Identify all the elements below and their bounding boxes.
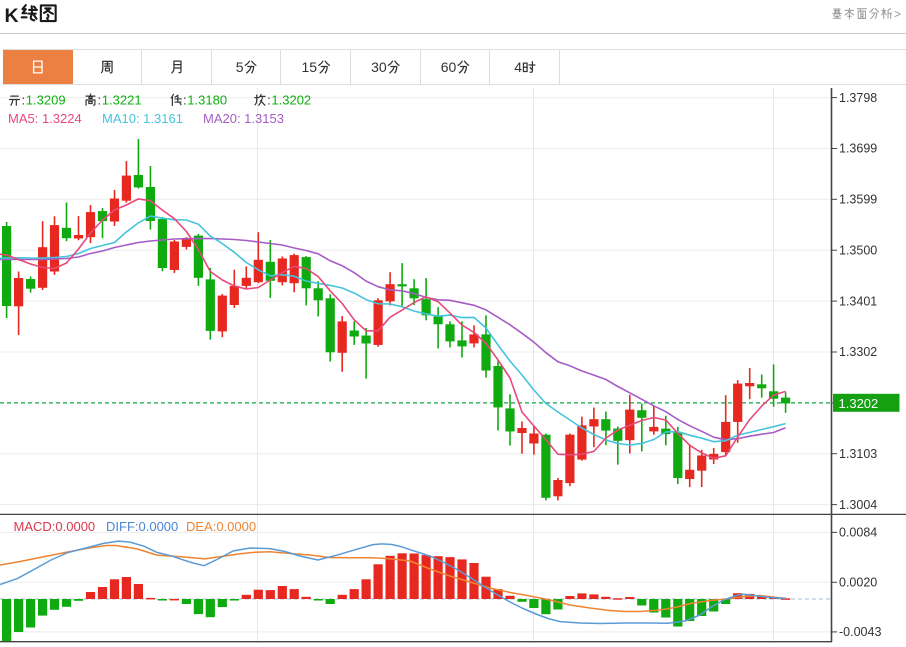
svg-text:1.3180: 1.3180 bbox=[187, 92, 227, 107]
svg-text::: : bbox=[22, 92, 26, 107]
svg-text:1.3103: 1.3103 bbox=[839, 447, 877, 461]
svg-text:1.3699: 1.3699 bbox=[839, 142, 877, 156]
svg-text:60: 60 bbox=[441, 59, 457, 75]
svg-text:>: > bbox=[894, 7, 901, 21]
svg-text:1.3221: 1.3221 bbox=[102, 92, 142, 107]
svg-text::: : bbox=[183, 92, 187, 107]
svg-text:15: 15 bbox=[301, 59, 317, 75]
svg-text:1.3302: 1.3302 bbox=[839, 345, 877, 359]
svg-text:1.3599: 1.3599 bbox=[839, 193, 877, 207]
svg-text:4: 4 bbox=[514, 59, 522, 75]
svg-text:30: 30 bbox=[371, 59, 387, 75]
svg-text:5: 5 bbox=[236, 59, 244, 75]
svg-text:0.0020: 0.0020 bbox=[839, 576, 877, 590]
svg-text::: : bbox=[267, 92, 271, 107]
svg-text:1.3202: 1.3202 bbox=[271, 92, 311, 107]
svg-text:-0.0043: -0.0043 bbox=[839, 625, 881, 639]
svg-text::: : bbox=[98, 92, 102, 107]
svg-text:K: K bbox=[5, 5, 19, 27]
svg-text:1.3202: 1.3202 bbox=[839, 396, 879, 411]
svg-text:1.3798: 1.3798 bbox=[839, 91, 877, 105]
svg-text:1.3500: 1.3500 bbox=[839, 243, 877, 257]
svg-text:1.3401: 1.3401 bbox=[839, 294, 877, 308]
svg-text:1.3004: 1.3004 bbox=[839, 498, 877, 512]
svg-text:0.0084: 0.0084 bbox=[839, 526, 877, 540]
svg-text:1.3209: 1.3209 bbox=[26, 92, 66, 107]
